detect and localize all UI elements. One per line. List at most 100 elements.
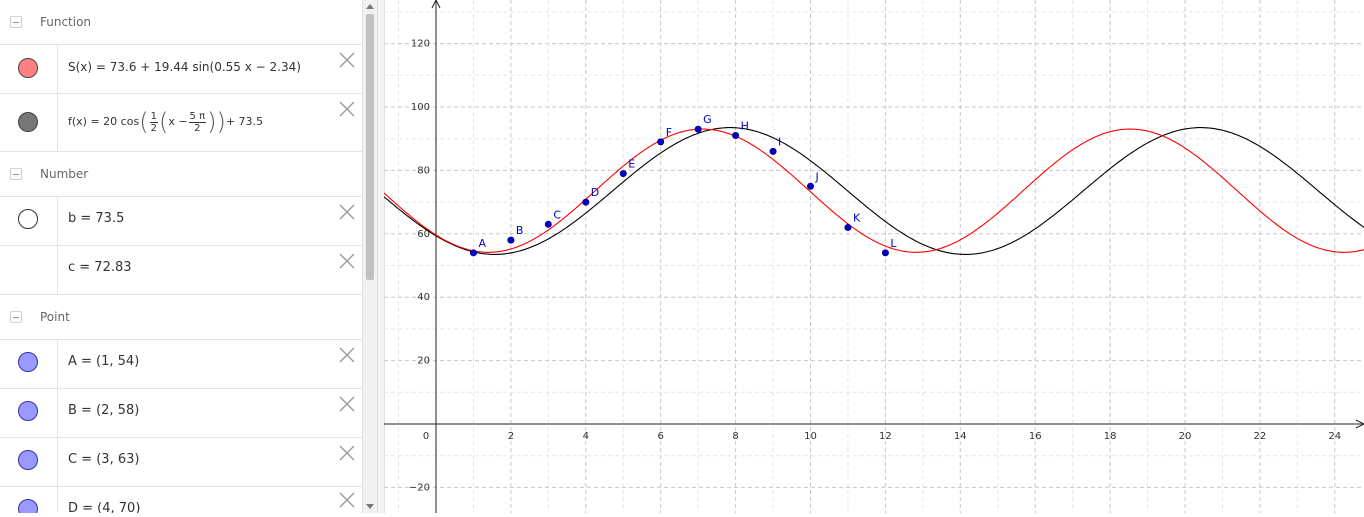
delete-close-icon[interactable]	[338, 51, 356, 69]
point-label-H: H	[741, 120, 749, 133]
scroll-down-arrow-icon[interactable]	[366, 504, 374, 509]
panel-splitter[interactable]	[377, 0, 385, 513]
point-D	[582, 198, 590, 206]
scrollbar-thumb[interactable]	[366, 14, 374, 280]
point-label-A: A	[478, 237, 486, 250]
point-label-E: E	[628, 158, 635, 171]
row-divider	[57, 389, 58, 437]
x-tick-label: 10	[804, 431, 817, 442]
row-divider	[57, 197, 58, 245]
delete-close-icon[interactable]	[338, 491, 356, 509]
point-A	[469, 249, 477, 257]
point-I	[769, 147, 777, 155]
graphics-view[interactable]: 0 2 4 6 8 10 12 14 16 18 20 22 24 −20 20 40 60 80 100 120 A…	[383, 0, 1364, 513]
point-label-J: J	[815, 170, 819, 183]
visibility-marble-B[interactable]	[18, 401, 38, 421]
visibility-marble-D[interactable]	[18, 499, 38, 513]
point-label-F: F	[666, 126, 672, 139]
algebra-row-c[interactable]: c = 72.83	[0, 246, 362, 295]
visibility-marble-A[interactable]	[18, 352, 38, 372]
algebra-row-B[interactable]: B = (2, 58)	[0, 389, 362, 438]
row-divider	[57, 44, 58, 93]
delete-close-icon[interactable]	[338, 252, 356, 270]
y-tick-label: 60	[417, 229, 430, 240]
point-B-value[interactable]: B = (2, 58)	[68, 403, 140, 418]
number-b-value[interactable]: b = 73.5	[68, 211, 125, 226]
collapse-point-toggle[interactable]	[10, 311, 22, 323]
x-tick-label: 16	[1029, 431, 1042, 442]
function-f-tail: + 73.5	[225, 115, 264, 128]
delete-close-icon[interactable]	[338, 444, 356, 462]
point-A-value[interactable]: A = (1, 54)	[68, 354, 140, 369]
point-K	[844, 223, 852, 231]
curve-f	[383, 127, 1364, 255]
y-tick-label: 120	[411, 39, 430, 50]
curves	[383, 127, 1364, 255]
x-tick-label: 12	[879, 431, 892, 442]
collapse-number-toggle[interactable]	[10, 168, 22, 180]
point-J	[806, 182, 814, 190]
x-tick-label: 18	[1104, 431, 1117, 442]
visibility-marble-C[interactable]	[18, 450, 38, 470]
point-D-value[interactable]: D = (4, 70)	[68, 501, 141, 513]
y-tick-label: 80	[417, 165, 430, 176]
algebra-scrollbar[interactable]	[362, 0, 377, 513]
x-tick-label: 8	[732, 431, 738, 442]
collapse-function-toggle[interactable]	[10, 16, 22, 28]
delete-close-icon[interactable]	[338, 203, 356, 221]
group-header-function[interactable]: Function	[0, 0, 362, 45]
point-label-L: L	[890, 237, 897, 250]
axes	[384, 0, 1364, 513]
delete-close-icon[interactable]	[338, 100, 356, 118]
visibility-marble-b[interactable]	[18, 209, 38, 229]
algebra-row-b[interactable]: b = 73.5	[0, 197, 362, 246]
group-header-number[interactable]: Number	[0, 152, 362, 197]
x-tick-label: 14	[954, 431, 967, 442]
visibility-marble-f[interactable]	[18, 112, 38, 132]
x-tick-label: 2	[508, 431, 514, 442]
x-axis-arrow	[1355, 419, 1364, 429]
delete-close-icon[interactable]	[338, 346, 356, 364]
algebra-row-C[interactable]: C = (3, 63)	[0, 438, 362, 487]
point-E	[619, 170, 627, 178]
x-tick-label: 4	[583, 431, 589, 442]
point-L	[881, 249, 889, 257]
y-tick-label: 40	[417, 292, 430, 303]
group-label-point: Point	[40, 310, 70, 324]
y-tick-label: 100	[411, 102, 430, 113]
row-divider	[57, 94, 58, 151]
paren-close: ))	[207, 108, 226, 136]
point-label-C: C	[553, 208, 561, 221]
point-label-G: G	[703, 113, 712, 126]
number-c-value[interactable]: c = 72.83	[68, 260, 132, 275]
y-tick-label: −20	[409, 482, 430, 493]
group-header-point[interactable]: Point	[0, 295, 362, 340]
point-G	[694, 125, 702, 133]
algebra-row-D[interactable]: D = (4, 70)	[0, 487, 362, 513]
function-f-definition[interactable]: f(x) = 20 cos(1 2 (x −5 π 2))+ 73.5	[68, 108, 263, 136]
point-label-D: D	[591, 186, 599, 199]
row-divider	[57, 246, 58, 294]
delete-close-icon[interactable]	[338, 395, 356, 413]
y-tick-label: 20	[417, 356, 430, 367]
point-label-K: K	[853, 211, 861, 224]
point-C	[544, 220, 552, 228]
grid-lines	[384, 0, 1364, 513]
y-axis-arrow	[431, 0, 441, 9]
group-label-number: Number	[40, 167, 89, 181]
x-tick-label: 22	[1254, 431, 1267, 442]
visibility-marble-S[interactable]	[18, 58, 38, 78]
algebra-row-A[interactable]: A = (1, 54)	[0, 340, 362, 389]
scroll-up-arrow-icon[interactable]	[366, 4, 374, 9]
algebra-row-S[interactable]: S(x) = 73.6 + 19.44 sin(0.55 x − 2.34)	[0, 44, 362, 94]
point-label-B: B	[516, 224, 524, 237]
function-S-definition[interactable]: S(x) = 73.6 + 19.44 sin(0.55 x − 2.34)	[68, 60, 301, 74]
point-F	[657, 138, 665, 146]
point-C-value[interactable]: C = (3, 63)	[68, 452, 140, 467]
algebra-row-f[interactable]: f(x) = 20 cos(1 2 (x −5 π 2))+ 73.5	[0, 94, 362, 152]
paren-open-inner: (	[158, 108, 169, 136]
